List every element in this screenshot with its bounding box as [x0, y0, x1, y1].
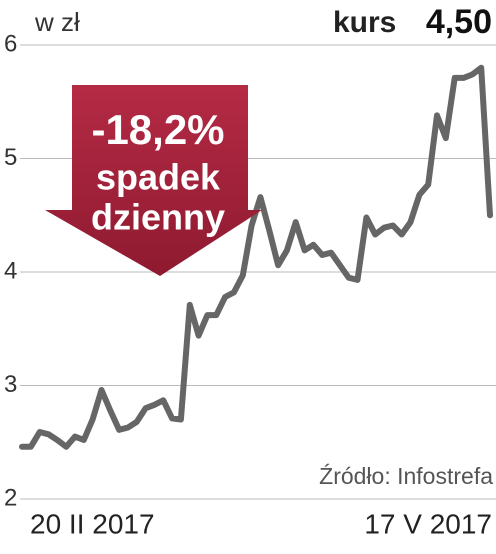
y-tick-label: 5 — [4, 144, 17, 171]
y-tick-label: 6 — [4, 30, 17, 57]
source: Źródło: Infostrefa — [319, 463, 493, 489]
x-tick-label: 17 V 2017 — [364, 508, 492, 539]
annotation-line2: dzienny — [91, 197, 225, 238]
y-tick-label: 2 — [4, 484, 17, 511]
y-tick-label: 4 — [4, 257, 17, 284]
header-value: 4,50 — [426, 3, 492, 41]
annotation-change: -18,2% — [91, 106, 224, 153]
arrow — [45, 85, 262, 276]
y-tick-label: 3 — [4, 371, 17, 398]
header-label: kurs — [333, 6, 396, 39]
annotation-line1: spadek — [96, 157, 221, 198]
unit-label: w zł — [34, 7, 80, 37]
x-tick-label: 20 II 2017 — [30, 508, 155, 539]
source-bg — [272, 462, 496, 494]
